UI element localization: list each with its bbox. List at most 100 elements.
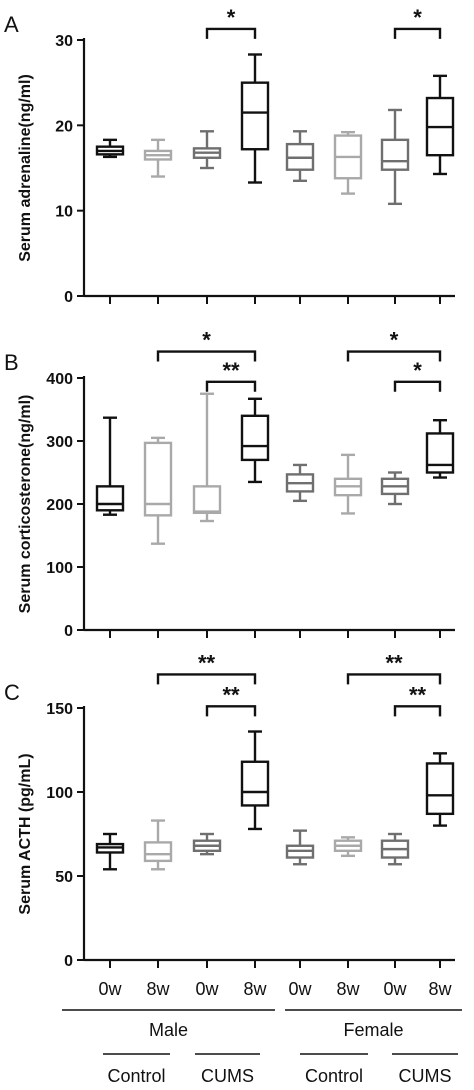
treatment-group-label: Control bbox=[107, 1066, 165, 1086]
panel-letter: C bbox=[4, 680, 20, 705]
box-6 bbox=[333, 453, 363, 515]
x-axis-groups: 0w 8w 0w 8w 0w 8w 0w 8w Male Female Control CUMS Con… bbox=[62, 979, 462, 1086]
significance-label: ** bbox=[198, 650, 216, 675]
panel-a-adrenaline: A Serum adrenaline(ng/ml) 0 10 20 30 * * bbox=[4, 5, 455, 306]
significance-label: ** bbox=[409, 682, 427, 707]
bracket-line bbox=[393, 705, 442, 717]
treatment-group-label: CUMS bbox=[399, 1066, 452, 1086]
box-8 bbox=[425, 752, 455, 827]
bracket-line bbox=[393, 27, 442, 39]
bracket-line bbox=[346, 673, 442, 685]
box-iqr bbox=[143, 841, 173, 863]
x-tick-label: 8w bbox=[336, 979, 360, 999]
box-iqr bbox=[192, 485, 222, 515]
sex-group-label: Female bbox=[343, 1020, 403, 1040]
y-tick-label: 10 bbox=[55, 204, 73, 221]
box-1 bbox=[95, 138, 125, 159]
box-7 bbox=[380, 471, 410, 506]
box-iqr bbox=[240, 81, 270, 151]
x-tick-label: 0w bbox=[98, 979, 122, 999]
y-axis-label: Serum adrenaline(ng/ml) bbox=[17, 74, 34, 262]
significance-bracket: * bbox=[393, 5, 442, 39]
box-4 bbox=[240, 730, 270, 831]
y-tick-label: 400 bbox=[46, 371, 73, 388]
significance-bracket: ** bbox=[346, 650, 442, 685]
y-tick-label: 20 bbox=[55, 118, 73, 135]
box-7 bbox=[380, 108, 410, 206]
bracket-line bbox=[205, 705, 257, 717]
box-1 bbox=[95, 832, 125, 871]
significance-label: * bbox=[390, 328, 399, 353]
y-tick-label: 50 bbox=[55, 869, 73, 886]
box-5 bbox=[285, 463, 315, 503]
significance-label: ** bbox=[222, 358, 240, 383]
x-tick-label: 0w bbox=[288, 979, 312, 999]
box-5 bbox=[285, 130, 315, 183]
significance-label: ** bbox=[222, 682, 240, 707]
box-2 bbox=[143, 138, 173, 178]
treatment-group-label: Control bbox=[305, 1066, 363, 1086]
bracket-line bbox=[346, 350, 442, 362]
bracket-line bbox=[156, 350, 257, 362]
x-tick-label: 8w bbox=[428, 979, 452, 999]
box-1 bbox=[95, 416, 125, 516]
y-axis-label: Serum corticosterone(ng/ml) bbox=[17, 395, 34, 614]
box-iqr bbox=[380, 138, 410, 171]
box-3 bbox=[192, 392, 222, 523]
significance-label: ** bbox=[385, 650, 403, 675]
box-8 bbox=[425, 419, 455, 479]
y-axis-label: Serum ACTH (pg/mL) bbox=[17, 753, 34, 914]
box-8 bbox=[425, 74, 455, 176]
bracket-line bbox=[156, 673, 257, 685]
box-3 bbox=[192, 130, 222, 170]
panel-letter: A bbox=[4, 12, 19, 37]
y-tick-label: 30 bbox=[55, 33, 73, 50]
significance-label: * bbox=[202, 328, 211, 353]
significance-label: * bbox=[227, 5, 236, 30]
box-iqr bbox=[240, 760, 270, 807]
box-iqr bbox=[240, 414, 270, 462]
box-4 bbox=[240, 53, 270, 184]
box-2 bbox=[143, 819, 173, 871]
box-iqr bbox=[425, 762, 455, 816]
sex-group-label: Male bbox=[149, 1020, 188, 1040]
y-tick-label: 300 bbox=[46, 434, 73, 451]
significance-bracket: * bbox=[156, 328, 257, 362]
significance-bracket: ** bbox=[205, 682, 257, 717]
significance-bracket: * bbox=[393, 358, 442, 392]
significance-bracket: ** bbox=[205, 358, 257, 392]
x-tick-label: 8w bbox=[146, 979, 170, 999]
y-tick-label: 100 bbox=[46, 785, 73, 802]
box-6 bbox=[333, 130, 363, 195]
box-2 bbox=[143, 436, 173, 545]
significance-bracket: * bbox=[346, 328, 442, 362]
y-tick-label: 0 bbox=[64, 289, 73, 306]
box-3 bbox=[192, 832, 222, 856]
box-iqr bbox=[95, 485, 125, 512]
box-5 bbox=[285, 829, 315, 866]
y-tick-label: 0 bbox=[64, 953, 73, 970]
treatment-group-label: CUMS bbox=[201, 1066, 254, 1086]
significance-bracket: ** bbox=[393, 682, 442, 717]
panel-b-corticosterone: B Serum corticosterone(ng/ml) 0 100 200 300 40… bbox=[4, 328, 455, 640]
box-4 bbox=[240, 397, 270, 484]
bracket-line bbox=[205, 380, 257, 392]
significance-bracket: * bbox=[205, 5, 257, 39]
y-tick-label: 200 bbox=[46, 497, 73, 514]
panel-letter: B bbox=[4, 350, 19, 375]
bracket-line bbox=[205, 27, 257, 39]
box-6 bbox=[333, 836, 363, 858]
bracket-line bbox=[393, 380, 442, 392]
y-tick-label: 100 bbox=[46, 560, 73, 577]
box-iqr bbox=[425, 432, 455, 474]
box-7 bbox=[380, 832, 410, 866]
x-tick-label: 8w bbox=[243, 979, 267, 999]
y-tick-label: 0 bbox=[64, 623, 73, 640]
x-tick-label: 0w bbox=[195, 979, 219, 999]
y-tick-label: 150 bbox=[46, 701, 73, 718]
significance-label: * bbox=[413, 5, 422, 30]
significance-label: * bbox=[413, 358, 422, 383]
significance-bracket: ** bbox=[156, 650, 257, 685]
